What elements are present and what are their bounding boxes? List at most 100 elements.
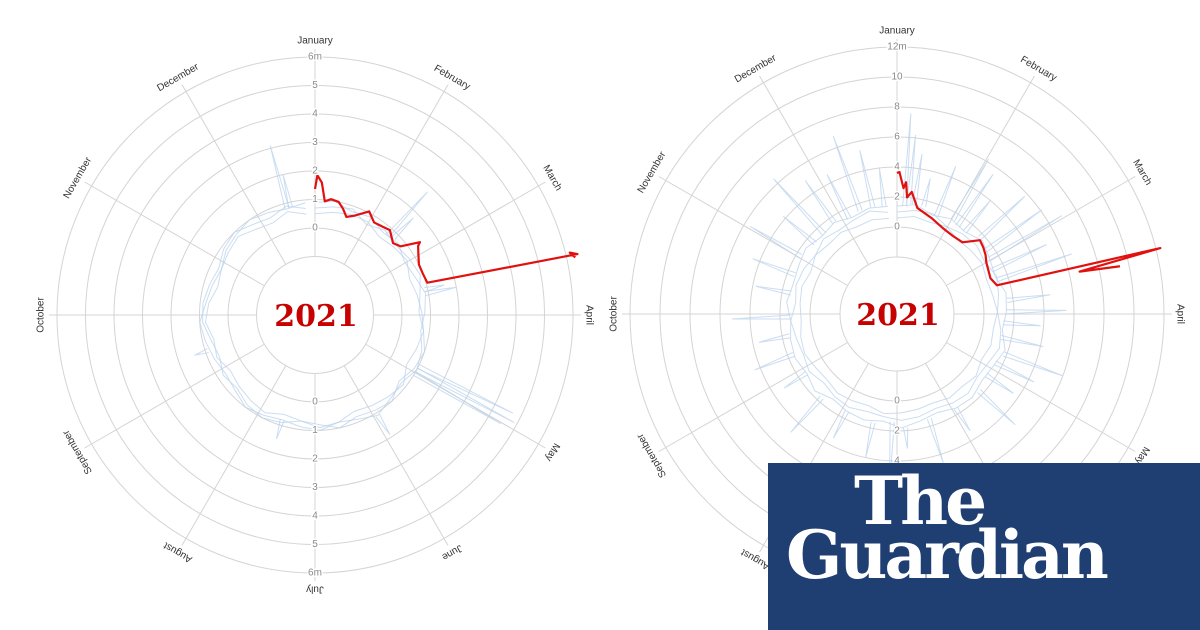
month-spoke: [343, 365, 449, 546]
month-label: December: [733, 52, 779, 85]
background-spike: [269, 145, 290, 210]
month-label: May: [543, 441, 562, 463]
background-spike: [424, 284, 445, 293]
background-spike: [878, 167, 887, 208]
month-label: January: [879, 26, 915, 37]
background-spike: [988, 215, 1063, 262]
month-label: January: [297, 36, 333, 47]
r-tick-label-top: 8: [894, 102, 900, 113]
month-spoke: [658, 342, 848, 452]
r-tick-label-top: 4: [312, 109, 318, 120]
month-spoke: [84, 181, 265, 287]
background-spike: [375, 413, 391, 435]
background-spike: [1002, 320, 1041, 327]
month-label: March: [1130, 158, 1153, 188]
background-spike: [194, 348, 209, 356]
month-label: July: [306, 583, 324, 594]
background-spike: [385, 191, 428, 238]
month-spoke: [946, 176, 1136, 286]
r-tick-label-bottom: 0: [894, 396, 900, 407]
month-spoke: [946, 342, 1136, 452]
radial-chart-1: JanuaryFebruaryMarchAprilMayJuneJulyAugu…: [36, 36, 595, 595]
background-spike: [902, 427, 909, 449]
r-tick-label-top: 6m: [308, 52, 322, 63]
background-spike: [413, 371, 502, 425]
background-spike: [865, 421, 876, 458]
r-tick-label-bottom: 6m: [308, 568, 322, 579]
background-spike: [282, 174, 294, 209]
background-spike: [754, 351, 795, 371]
background-spike: [782, 215, 817, 246]
month-label: August: [162, 540, 195, 565]
background-spike: [415, 367, 515, 424]
r-tick-label-top: 10: [891, 72, 903, 83]
r-tick-label-top: 0: [312, 223, 318, 234]
background-spike: [977, 389, 1016, 426]
background-year-line: [204, 211, 425, 429]
r-tick-label-top: 6: [894, 132, 900, 143]
background-spike: [752, 258, 796, 278]
background-spike: [276, 419, 285, 440]
r-tick-label-bottom: 5: [312, 539, 318, 550]
background-spike: [755, 285, 792, 296]
r-tick-label-bottom: 4: [894, 456, 900, 467]
month-spoke: [181, 84, 287, 265]
background-spike: [911, 153, 923, 205]
background-spike: [955, 174, 994, 228]
month-label: December: [155, 61, 201, 94]
background-spike: [962, 200, 991, 234]
r-tick-label-top: 3: [312, 137, 318, 148]
month-label: March: [540, 163, 563, 193]
month-label: June: [439, 542, 464, 563]
background-spike: [391, 217, 414, 240]
logo-line-1: The: [854, 462, 987, 540]
highlight-series-line: [313, 174, 579, 284]
month-spoke: [365, 181, 546, 287]
r-tick-label-top: 2: [894, 192, 900, 203]
background-spike: [993, 360, 1035, 383]
center-year-label: 2021: [856, 298, 940, 333]
r-tick-label-top: 12m: [887, 42, 906, 53]
month-label: April: [583, 305, 594, 325]
background-spike: [773, 178, 827, 236]
background-spike: [732, 314, 791, 320]
background-spike: [950, 158, 989, 222]
background-spike: [978, 195, 1026, 240]
month-label: November: [62, 155, 95, 201]
month-label: September: [635, 431, 669, 479]
month-label: October: [36, 297, 47, 333]
r-tick-label-bottom: 2: [312, 454, 318, 465]
r-tick-label-top: 4: [894, 162, 900, 173]
month-spoke: [925, 75, 1035, 265]
background-spike: [783, 371, 808, 389]
background-spike: [804, 180, 837, 224]
month-spoke: [343, 84, 449, 265]
month-spoke: [181, 365, 287, 546]
background-year-line: [786, 204, 1007, 429]
r-tick-label-bottom: 0: [312, 397, 318, 408]
logo-line-2: Guardian: [786, 516, 1109, 594]
background-spike: [995, 253, 1072, 283]
month-label: August: [739, 546, 772, 571]
background-spike: [926, 417, 944, 464]
background-spike: [758, 333, 791, 343]
month-label: April: [1174, 304, 1185, 324]
r-tick-label-bottom: 2: [894, 426, 900, 437]
background-spike: [417, 364, 514, 414]
month-spoke: [84, 343, 265, 449]
center-year-label: 2021: [274, 299, 358, 334]
background-spike: [1000, 334, 1044, 348]
background-year-line: [790, 210, 1002, 421]
month-label: September: [61, 427, 95, 475]
r-tick-label-top: 1: [312, 194, 318, 205]
background-spike: [832, 135, 863, 212]
guardian-logo: The Guardian: [768, 463, 1200, 630]
month-label: October: [609, 296, 620, 332]
background-spike: [1002, 351, 1064, 377]
month-spoke: [759, 75, 869, 265]
background-spike: [902, 113, 912, 207]
background-spike: [832, 410, 850, 439]
r-tick-label-top: 2: [312, 166, 318, 177]
month-label: November: [636, 149, 669, 195]
